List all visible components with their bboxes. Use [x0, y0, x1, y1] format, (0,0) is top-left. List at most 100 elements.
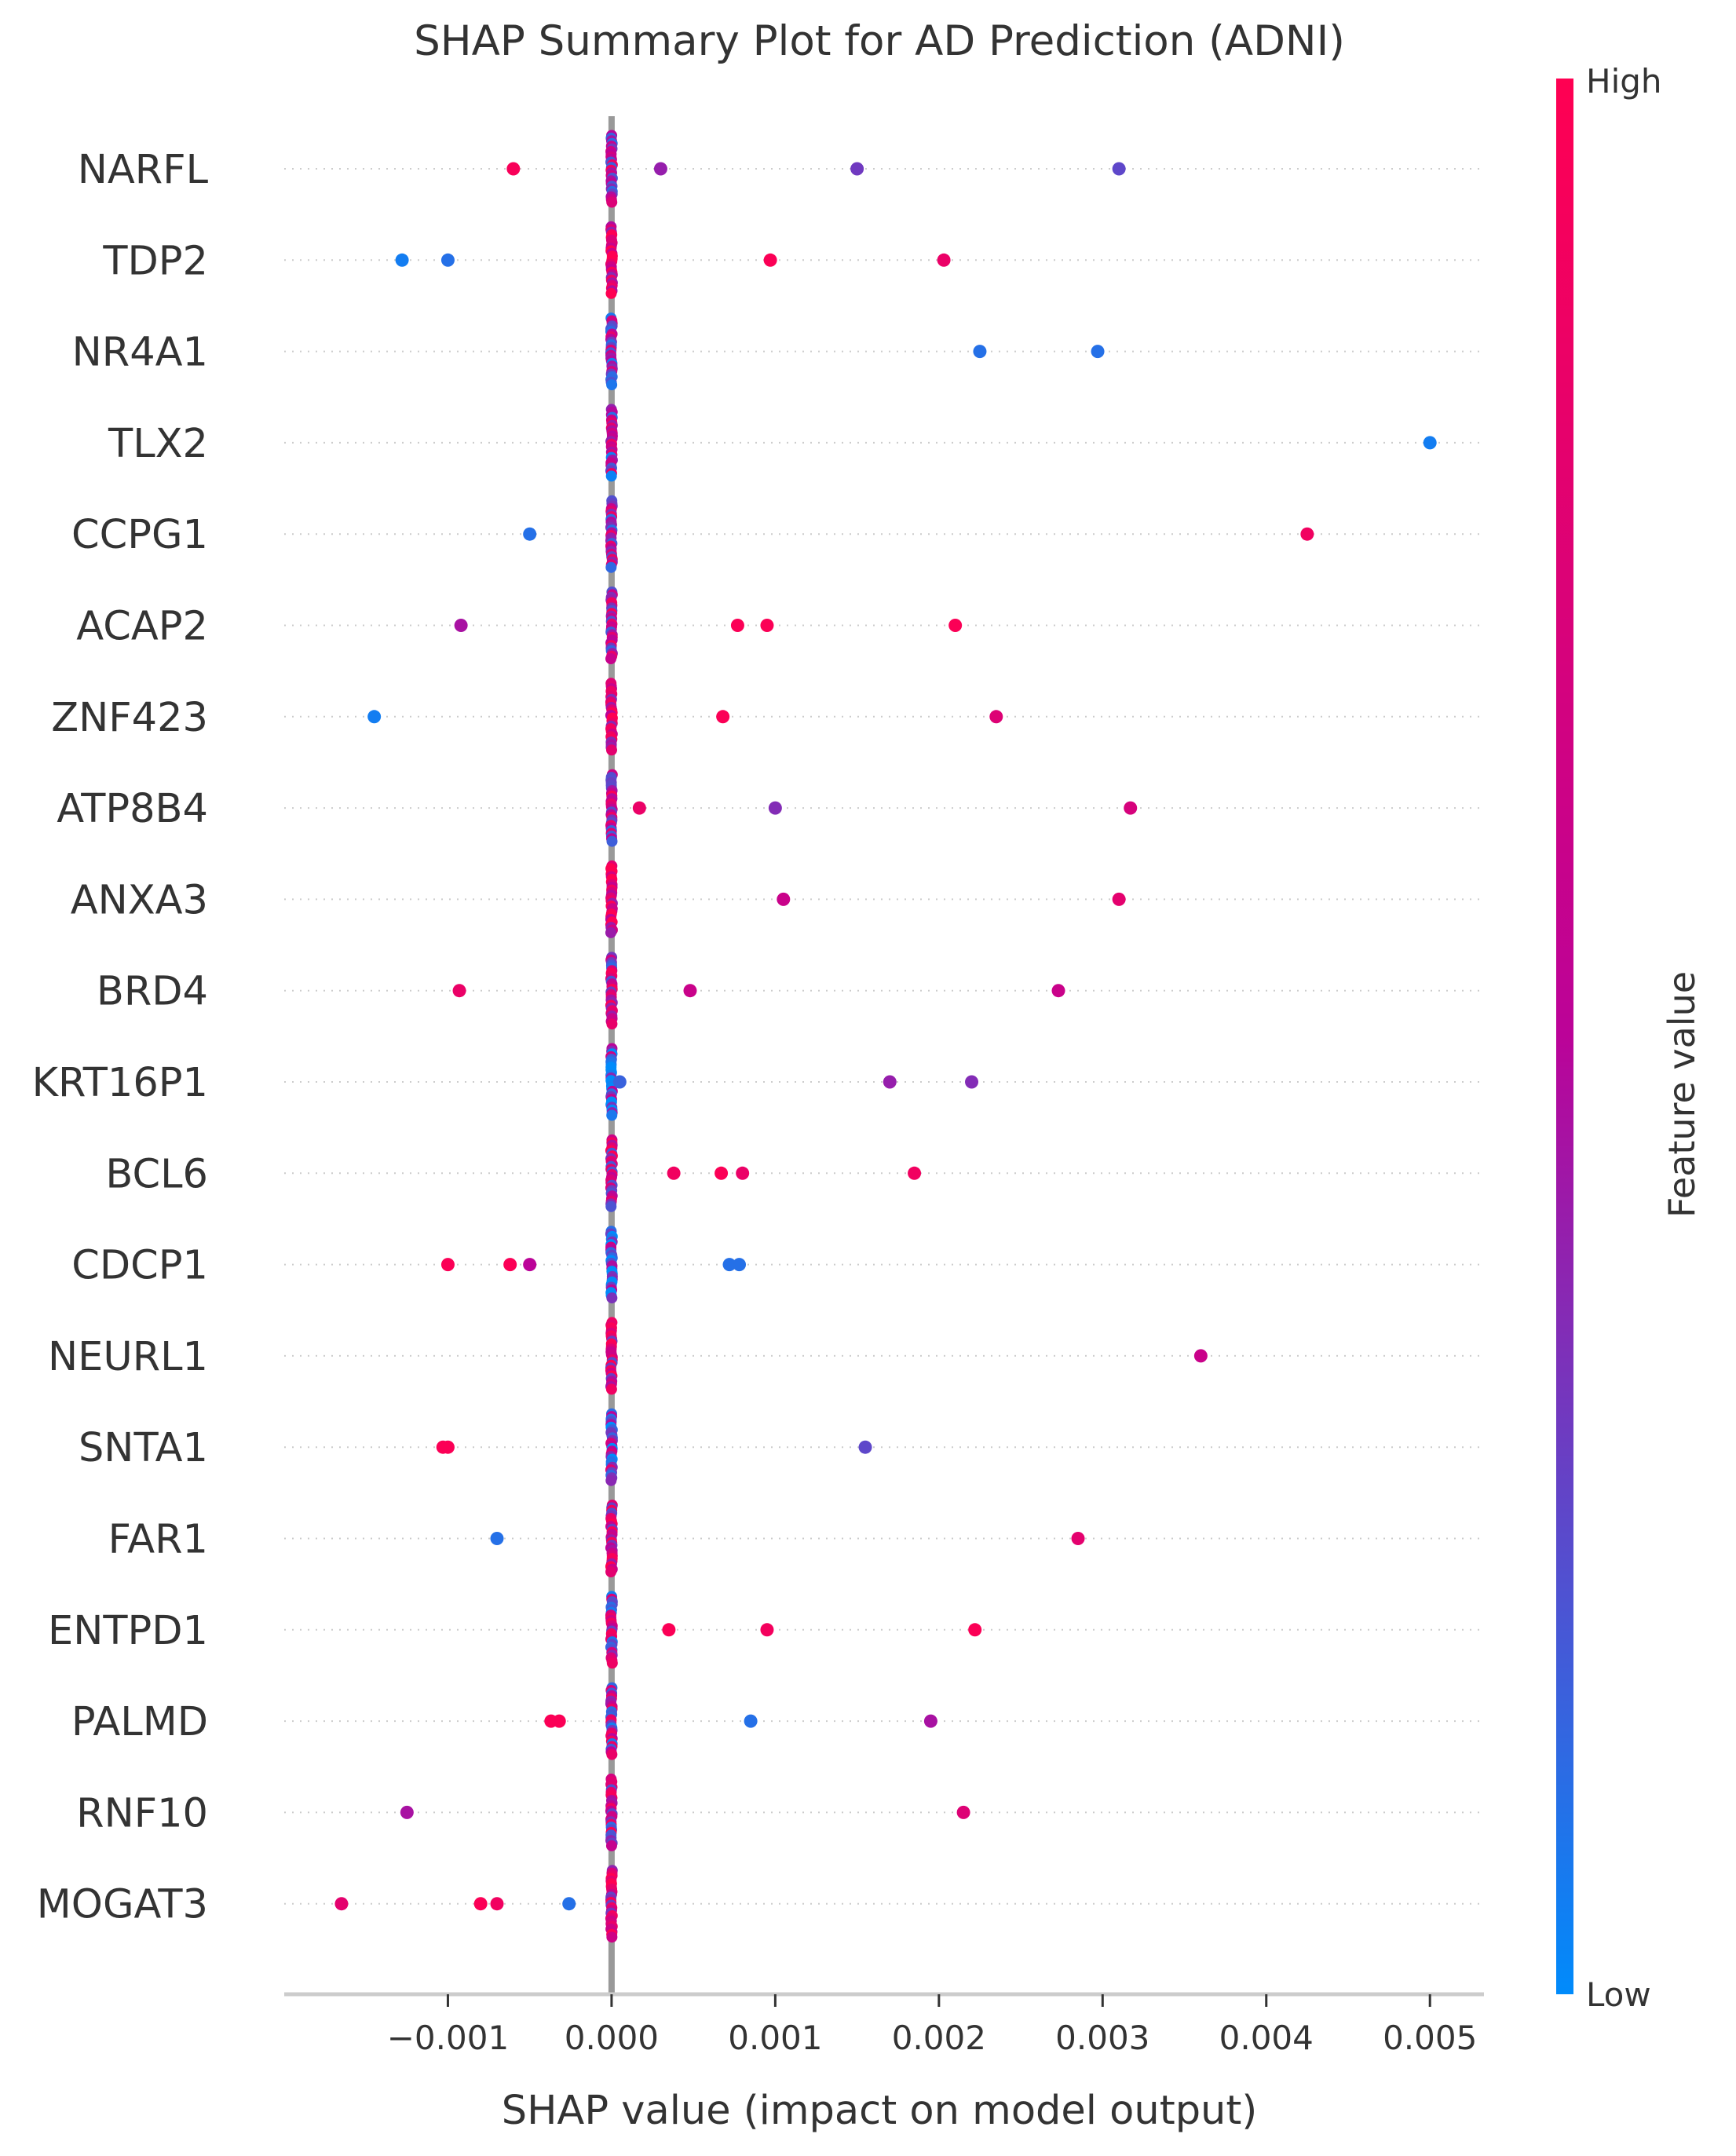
x-tick-label: 0.000	[565, 2019, 659, 2057]
colorbar-title: Feature value	[1661, 971, 1703, 1218]
colorbar	[1556, 79, 1573, 1994]
feature-label: ZNF423	[51, 695, 208, 741]
shap-point	[858, 1440, 872, 1454]
feature-label: BRD4	[97, 969, 208, 1015]
shap-point	[763, 253, 777, 267]
feature-label: NEURL1	[48, 1334, 208, 1380]
shap-point	[1124, 801, 1138, 815]
shap-point	[716, 710, 730, 724]
feature-label: MOGAT3	[37, 1882, 208, 1928]
cluster-point	[605, 1474, 617, 1486]
colorbar-low-label: Low	[1586, 1975, 1651, 2014]
cluster-point	[606, 379, 618, 391]
x-tick-label: 0.002	[892, 2019, 986, 2057]
feature-label: ANXA3	[71, 877, 208, 923]
cluster-point	[605, 744, 617, 756]
shap-point	[454, 619, 468, 632]
cluster-point	[606, 1657, 618, 1669]
x-axis-label: SHAP value (impact on model output)	[502, 2088, 1258, 2134]
cluster-point	[605, 470, 617, 482]
shap-point	[744, 1714, 758, 1728]
feature-label: FAR1	[108, 1517, 208, 1563]
cluster-point	[605, 561, 617, 573]
shap-point	[490, 1897, 504, 1911]
shap-point	[452, 984, 466, 998]
feature-guides	[284, 168, 1484, 1905]
shap-point	[968, 1623, 982, 1637]
shap-point	[733, 1258, 747, 1272]
shap-point	[667, 1166, 681, 1180]
x-tick-label: 0.003	[1055, 2019, 1149, 2057]
x-tick-label: 0.005	[1383, 2019, 1477, 2057]
shap-point	[989, 710, 1003, 724]
cluster-point	[606, 1109, 618, 1121]
shap-point	[973, 345, 987, 359]
cluster-point	[606, 1749, 618, 1760]
cluster-point	[606, 1931, 618, 1943]
shap-point	[736, 1166, 750, 1180]
cluster-point	[605, 1566, 617, 1577]
shap-point	[923, 1714, 937, 1728]
shap-point	[768, 801, 782, 815]
scatter-points	[334, 162, 1437, 1911]
shap-point	[552, 1714, 566, 1728]
shap-point	[956, 1805, 970, 1819]
shap-point	[1300, 527, 1314, 541]
shap-point	[965, 1075, 979, 1089]
shap-point	[1112, 162, 1126, 176]
shap-point	[523, 527, 537, 541]
shap-point	[400, 1805, 414, 1819]
feature-label: TDP2	[102, 238, 208, 284]
shap-point	[334, 1897, 349, 1911]
shap-point	[760, 619, 774, 632]
shap-point	[908, 1166, 922, 1180]
shap-point	[730, 619, 744, 632]
feature-label: CCPG1	[71, 512, 208, 558]
shap-point	[440, 1258, 455, 1272]
cluster-point	[606, 196, 618, 208]
shap-point	[490, 1532, 504, 1545]
cluster-point	[605, 926, 616, 938]
shap-point	[1112, 892, 1126, 906]
colorbar-high-label: High	[1586, 62, 1662, 100]
x-tick-label: 0.004	[1219, 2019, 1314, 2057]
shap-point	[777, 892, 791, 906]
shap-point	[440, 253, 455, 267]
shap-point	[715, 1166, 729, 1180]
feature-label: ENTPD1	[48, 1608, 208, 1654]
shap-point	[523, 1258, 537, 1272]
shap-point	[440, 1440, 455, 1454]
shap-point	[1193, 1349, 1208, 1363]
shap-point	[395, 253, 409, 267]
shap-point	[850, 162, 864, 176]
feature-label: TLX2	[108, 421, 208, 467]
shap-point	[1423, 436, 1437, 450]
shap-point	[948, 619, 963, 632]
cluster-point	[606, 1292, 618, 1304]
shap-point	[632, 801, 646, 815]
cluster-point	[606, 1018, 618, 1030]
feature-label: RNF10	[76, 1790, 208, 1836]
feature-label: ACAP2	[76, 604, 208, 650]
cluster-point	[605, 653, 617, 664]
feature-label: ATP8B4	[57, 786, 208, 832]
shap-point	[1051, 984, 1065, 998]
shap-point	[562, 1897, 576, 1911]
x-axis-ticks: −0.001 0.000 0.001 0.002 0.003 0.004 0.005	[387, 1994, 1477, 2057]
x-tick-label: 0.001	[728, 2019, 822, 2057]
feature-label: SNTA1	[79, 1425, 208, 1471]
shap-point	[1071, 1532, 1085, 1545]
feature-label: BCL6	[105, 1151, 208, 1197]
shap-point	[760, 1623, 774, 1637]
shap-point	[883, 1075, 897, 1089]
shap-point	[473, 1897, 488, 1911]
cluster-point	[605, 287, 617, 299]
shap-point	[937, 253, 951, 267]
cluster-point	[605, 1840, 617, 1851]
cluster-point	[605, 1383, 617, 1395]
shap-point	[683, 984, 697, 998]
feature-label: KRT16P1	[32, 1060, 208, 1106]
feature-label: NR4A1	[72, 330, 208, 376]
shap-point	[503, 1258, 517, 1272]
